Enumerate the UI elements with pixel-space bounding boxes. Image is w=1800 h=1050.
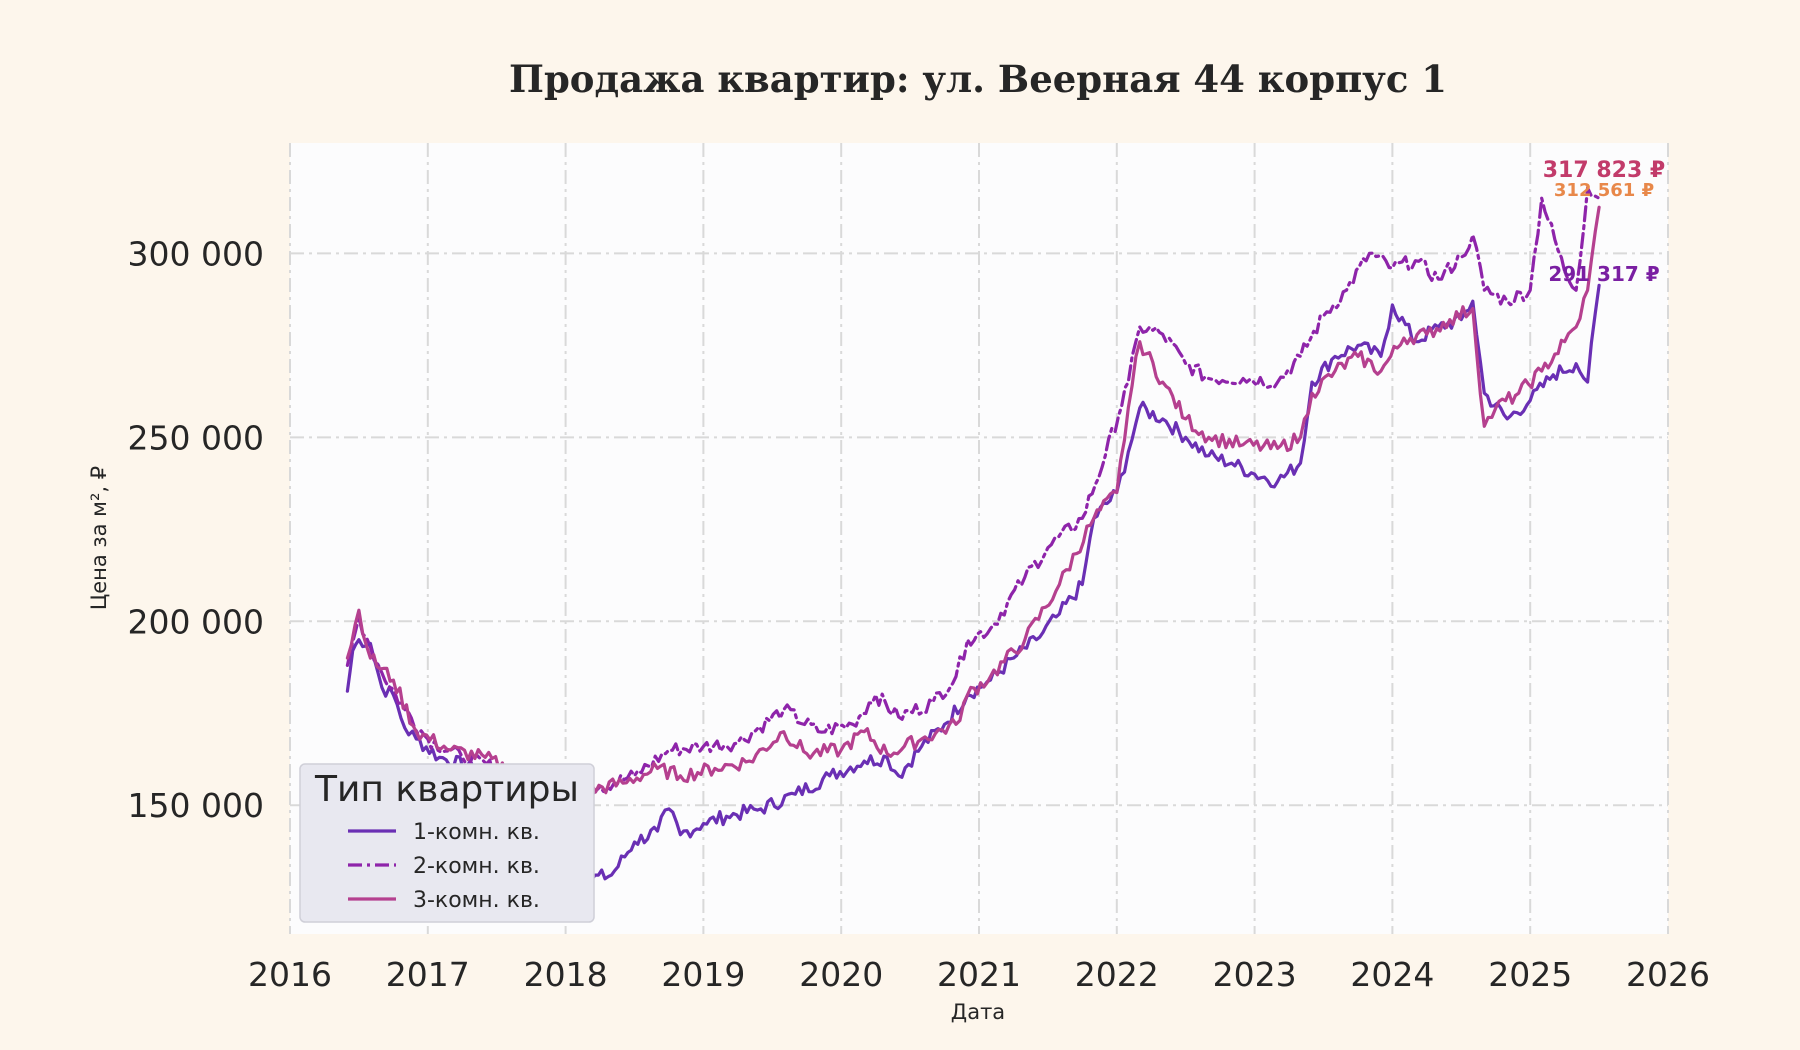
x-tick-label: 2019 <box>661 955 745 994</box>
x-tick-label: 2022 <box>1075 955 1159 994</box>
end-value-label: 317 823 ₽ <box>1543 158 1665 183</box>
legend: Тип квартиры 1-комн. кв. 2-комн. кв. 3-комн… <box>299 763 595 923</box>
end-value-label: 312 561 ₽ <box>1554 180 1654 201</box>
grid <box>289 143 1669 934</box>
y-tick-label: 300 000 <box>128 234 264 273</box>
legend-box <box>299 763 595 923</box>
x-tick-label: 2020 <box>799 955 883 994</box>
legend-title: Тип квартиры <box>314 769 579 810</box>
tick-labels: 2016 2017 2018 2019 2020 2021 2022 2023 2024 2025… <box>128 234 1710 994</box>
x-axis-label: Дата <box>951 1000 1005 1024</box>
y-tick-label: 250 000 <box>128 418 264 457</box>
x-tick-label: 2016 <box>248 955 332 994</box>
x-tick-label: 2026 <box>1626 955 1710 994</box>
chart-title: Продажа квартир: ул. Веерная 44 корпус 1 <box>509 57 1447 101</box>
x-tick-label: 2024 <box>1350 955 1434 994</box>
y-tick-label: 150 000 <box>128 786 264 825</box>
legend-label: 3-комн. кв. <box>413 888 540 913</box>
end-labels: 317 823 ₽312 561 ₽ 291 317 ₽ <box>1543 158 1665 286</box>
y-tick-label: 200 000 <box>128 602 264 641</box>
legend-label: 1-комн. кв. <box>413 820 540 845</box>
x-tick-label: 2018 <box>524 955 608 994</box>
y-axis-label: Цена за м², ₽ <box>87 466 111 610</box>
x-tick-label: 2017 <box>386 955 470 994</box>
legend-label: 2-комн. кв. <box>413 854 540 879</box>
end-value-label: 291 317 ₽ <box>1548 262 1659 286</box>
x-tick-label: 2021 <box>937 955 1021 994</box>
x-tick-label: 2023 <box>1213 955 1297 994</box>
x-tick-label: 2025 <box>1488 955 1572 994</box>
